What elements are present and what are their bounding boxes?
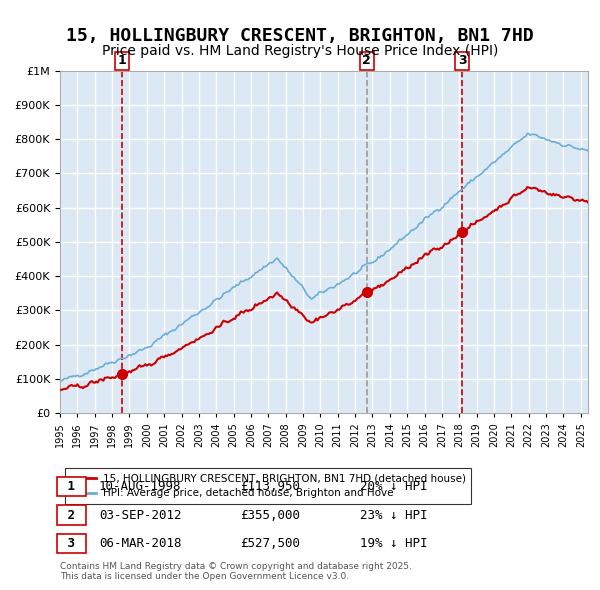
Text: 19% ↓ HPI: 19% ↓ HPI [360, 537, 427, 550]
Text: 15, HOLLINGBURY CRESCENT, BRIGHTON, BN1 7HD: 15, HOLLINGBURY CRESCENT, BRIGHTON, BN1 … [66, 27, 534, 45]
Text: 10-AUG-1998: 10-AUG-1998 [99, 480, 182, 493]
Text: 1: 1 [118, 54, 127, 67]
Text: 23% ↓ HPI: 23% ↓ HPI [360, 509, 427, 522]
Text: £355,000: £355,000 [240, 509, 300, 522]
Text: 2: 2 [60, 509, 83, 522]
Text: 1: 1 [60, 480, 83, 493]
Text: 3: 3 [60, 537, 83, 550]
Text: 2: 2 [362, 54, 371, 67]
Text: 20% ↓ HPI: 20% ↓ HPI [360, 480, 427, 493]
Text: Price paid vs. HM Land Registry's House Price Index (HPI): Price paid vs. HM Land Registry's House … [102, 44, 498, 58]
Text: 03-SEP-2012: 03-SEP-2012 [99, 509, 182, 522]
Text: Contains HM Land Registry data © Crown copyright and database right 2025.
This d: Contains HM Land Registry data © Crown c… [60, 562, 412, 581]
Legend: 15, HOLLINGBURY CRESCENT, BRIGHTON, BN1 7HD (detached house), HPI: Average price: 15, HOLLINGBURY CRESCENT, BRIGHTON, BN1 … [65, 468, 471, 504]
Text: £527,500: £527,500 [240, 537, 300, 550]
Text: £113,950: £113,950 [240, 480, 300, 493]
Text: 3: 3 [458, 54, 466, 67]
Text: 06-MAR-2018: 06-MAR-2018 [99, 537, 182, 550]
